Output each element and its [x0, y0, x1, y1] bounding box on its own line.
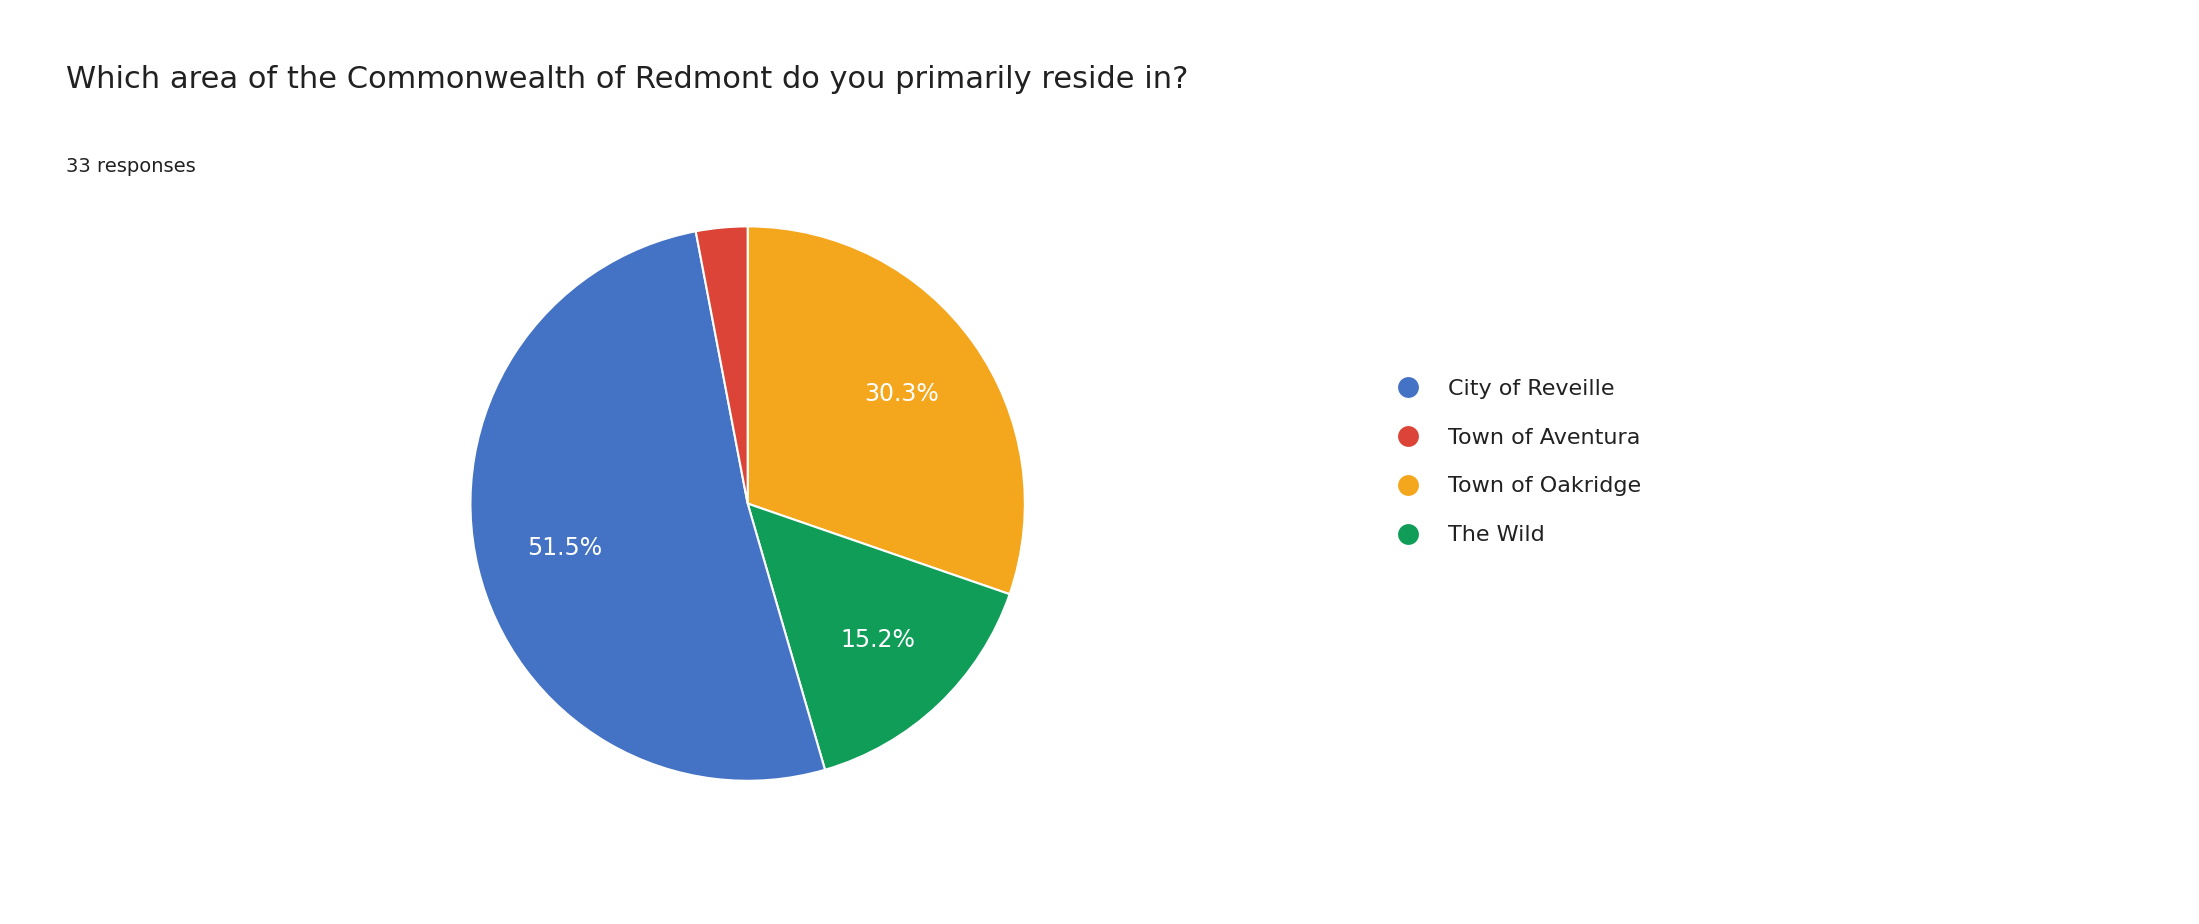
Text: Which area of the Commonwealth of Redmont do you primarily reside in?: Which area of the Commonwealth of Redmon…: [66, 65, 1187, 93]
Text: 30.3%: 30.3%: [864, 383, 939, 407]
Wedge shape: [695, 226, 748, 504]
Text: 15.2%: 15.2%: [840, 628, 915, 652]
Wedge shape: [471, 231, 825, 781]
Wedge shape: [748, 504, 1009, 770]
Wedge shape: [748, 226, 1025, 594]
Text: 33 responses: 33 responses: [66, 157, 196, 176]
Legend: City of Reveille, Town of Aventura, Town of Oakridge, The Wild: City of Reveille, Town of Aventura, Town…: [1374, 368, 1651, 556]
Text: 51.5%: 51.5%: [528, 536, 603, 560]
